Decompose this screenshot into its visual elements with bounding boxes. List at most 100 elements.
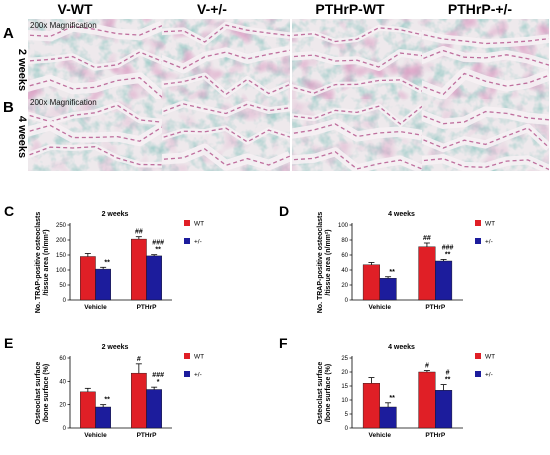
chart-panel-c: C 2 weeks No. TRAP-positive osteoclasts/ti…: [4, 203, 204, 313]
panel-letter: E: [4, 335, 13, 351]
y-tick-label: 0: [345, 298, 349, 304]
legend-label: WT: [485, 354, 495, 361]
legend-label: +/-: [485, 239, 493, 246]
bar-wt: [418, 371, 436, 429]
y-tick-label: 15: [341, 384, 348, 390]
legend-label: +/-: [485, 372, 493, 379]
y-axis-label-line: /tissue area (n/mm²): [325, 229, 332, 295]
chart-title: 2 weeks: [102, 211, 129, 218]
legend-label: +/-: [194, 372, 202, 379]
bar-wt: [130, 238, 147, 301]
legend-label: WT: [485, 221, 495, 228]
x-tick-label: PTHrP: [425, 432, 446, 439]
col-header: V-WT: [58, 1, 93, 17]
micrograph: [292, 19, 422, 99]
micrograph: [162, 19, 290, 99]
x-tick-label: PTHrP: [137, 432, 158, 439]
osteoclast-stain: [422, 72, 549, 96]
micrograph: [422, 99, 549, 171]
y-tick-label: 40: [59, 379, 66, 385]
osteoclast-stain: [28, 25, 162, 37]
significance-line: #: [425, 363, 429, 370]
chart-panel-f: F 4 weeks Osteoclast surface/bone surface …: [279, 335, 495, 439]
y-tick-label: 60: [59, 356, 66, 362]
legend-swatch: [475, 353, 481, 359]
chart-title: 4 weeks: [388, 344, 415, 351]
bar-het: [379, 406, 397, 429]
y-tick-label: 100: [56, 268, 67, 274]
significance-label: ##: [135, 229, 143, 236]
y-axis-label: No. TRAP-positive osteoclasts/tissue are…: [35, 212, 50, 314]
y-axis-label-line: No. TRAP-positive osteoclasts: [317, 212, 324, 314]
osteoclast-stain: [162, 75, 290, 96]
significance-label: **: [104, 397, 110, 404]
y-axis-label-line: /bone surface (%): [325, 364, 332, 422]
magnification-label: 200x Magnification: [30, 21, 97, 30]
y-tick-label: 60: [341, 253, 348, 259]
y-tick-label: 10: [341, 398, 348, 404]
bar-het: [95, 406, 112, 429]
x-tick-label: Vehicle: [369, 304, 392, 311]
significance-line: **: [155, 247, 161, 254]
y-axis-label-line: No. TRAP-positive osteoclasts: [35, 212, 42, 314]
x-tick-label: Vehicle: [84, 304, 107, 311]
micrograph: [162, 99, 290, 171]
y-tick-label: 0: [63, 298, 67, 304]
significance-line: **: [389, 395, 395, 402]
significance-line: **: [104, 259, 110, 266]
y-tick-label: 20: [341, 283, 348, 289]
chart-panel-e: E 2 weeks Osteoclast surface/bone surface …: [4, 335, 204, 439]
trabecula: [422, 29, 549, 48]
significance-line: **: [445, 252, 451, 259]
osteoclast-stain: [292, 52, 422, 68]
y-tick-label: 250: [56, 223, 67, 229]
panel-letter: D: [279, 203, 289, 219]
col-header: V-+/-: [197, 1, 227, 17]
x-tick-label: Vehicle: [369, 432, 392, 439]
col-header: PTHrP-+/-: [448, 1, 513, 17]
row-label-4-weeks: 4 weeks: [16, 116, 28, 158]
osteoclast-stain: [422, 158, 549, 171]
y-tick-label: 20: [59, 403, 66, 409]
micrograph-grid: [28, 19, 549, 171]
y-axis-label-line: Osteoclast surface: [317, 362, 324, 425]
significance-line: *: [157, 379, 160, 386]
micrograph: [292, 99, 422, 171]
bar-wt: [362, 264, 380, 301]
significance-label: ### **: [152, 240, 164, 254]
significance-line: ###: [152, 372, 164, 379]
legend-label: +/-: [194, 239, 202, 246]
bar-wt: [418, 246, 436, 301]
x-tick-label: PTHrP: [425, 304, 446, 311]
y-tick-label: 40: [341, 268, 348, 274]
micrograph: [28, 99, 162, 171]
significance-label: **: [389, 395, 395, 402]
charts: C 2 weeks No. TRAP-positive osteoclasts/ti…: [4, 203, 495, 439]
legend-swatch: [184, 220, 190, 226]
micrograph: [28, 19, 162, 99]
y-axis-label: Osteoclast surface/bone surface (%): [317, 362, 332, 425]
y-tick-label: 80: [341, 238, 348, 244]
chart-title: 4 weeks: [388, 211, 415, 218]
significance-line: #: [446, 370, 450, 377]
legend-swatch: [475, 238, 481, 244]
y-tick-label: 0: [63, 426, 67, 432]
y-tick-label: 20: [341, 370, 348, 376]
osteoclast-stain: [422, 127, 549, 149]
legend-swatch: [475, 220, 481, 226]
bar-wt: [130, 372, 147, 429]
legend-swatch: [184, 238, 190, 244]
significance-label: #: [425, 363, 429, 370]
bar-wt: [79, 256, 96, 301]
col-header: PTHrP-WT: [315, 1, 385, 17]
significance-label: ##: [423, 235, 431, 242]
y-tick-label: 150: [56, 253, 67, 259]
y-tick-label: 25: [341, 356, 348, 362]
trabecula: [292, 118, 422, 142]
legend-label: WT: [194, 221, 204, 228]
chart-panel-d: D 4 weeks No. TRAP-positive osteoclasts/ti…: [279, 203, 495, 313]
legend-swatch: [184, 353, 190, 359]
significance-line: ###: [442, 245, 454, 252]
significance-line: #: [137, 356, 141, 363]
